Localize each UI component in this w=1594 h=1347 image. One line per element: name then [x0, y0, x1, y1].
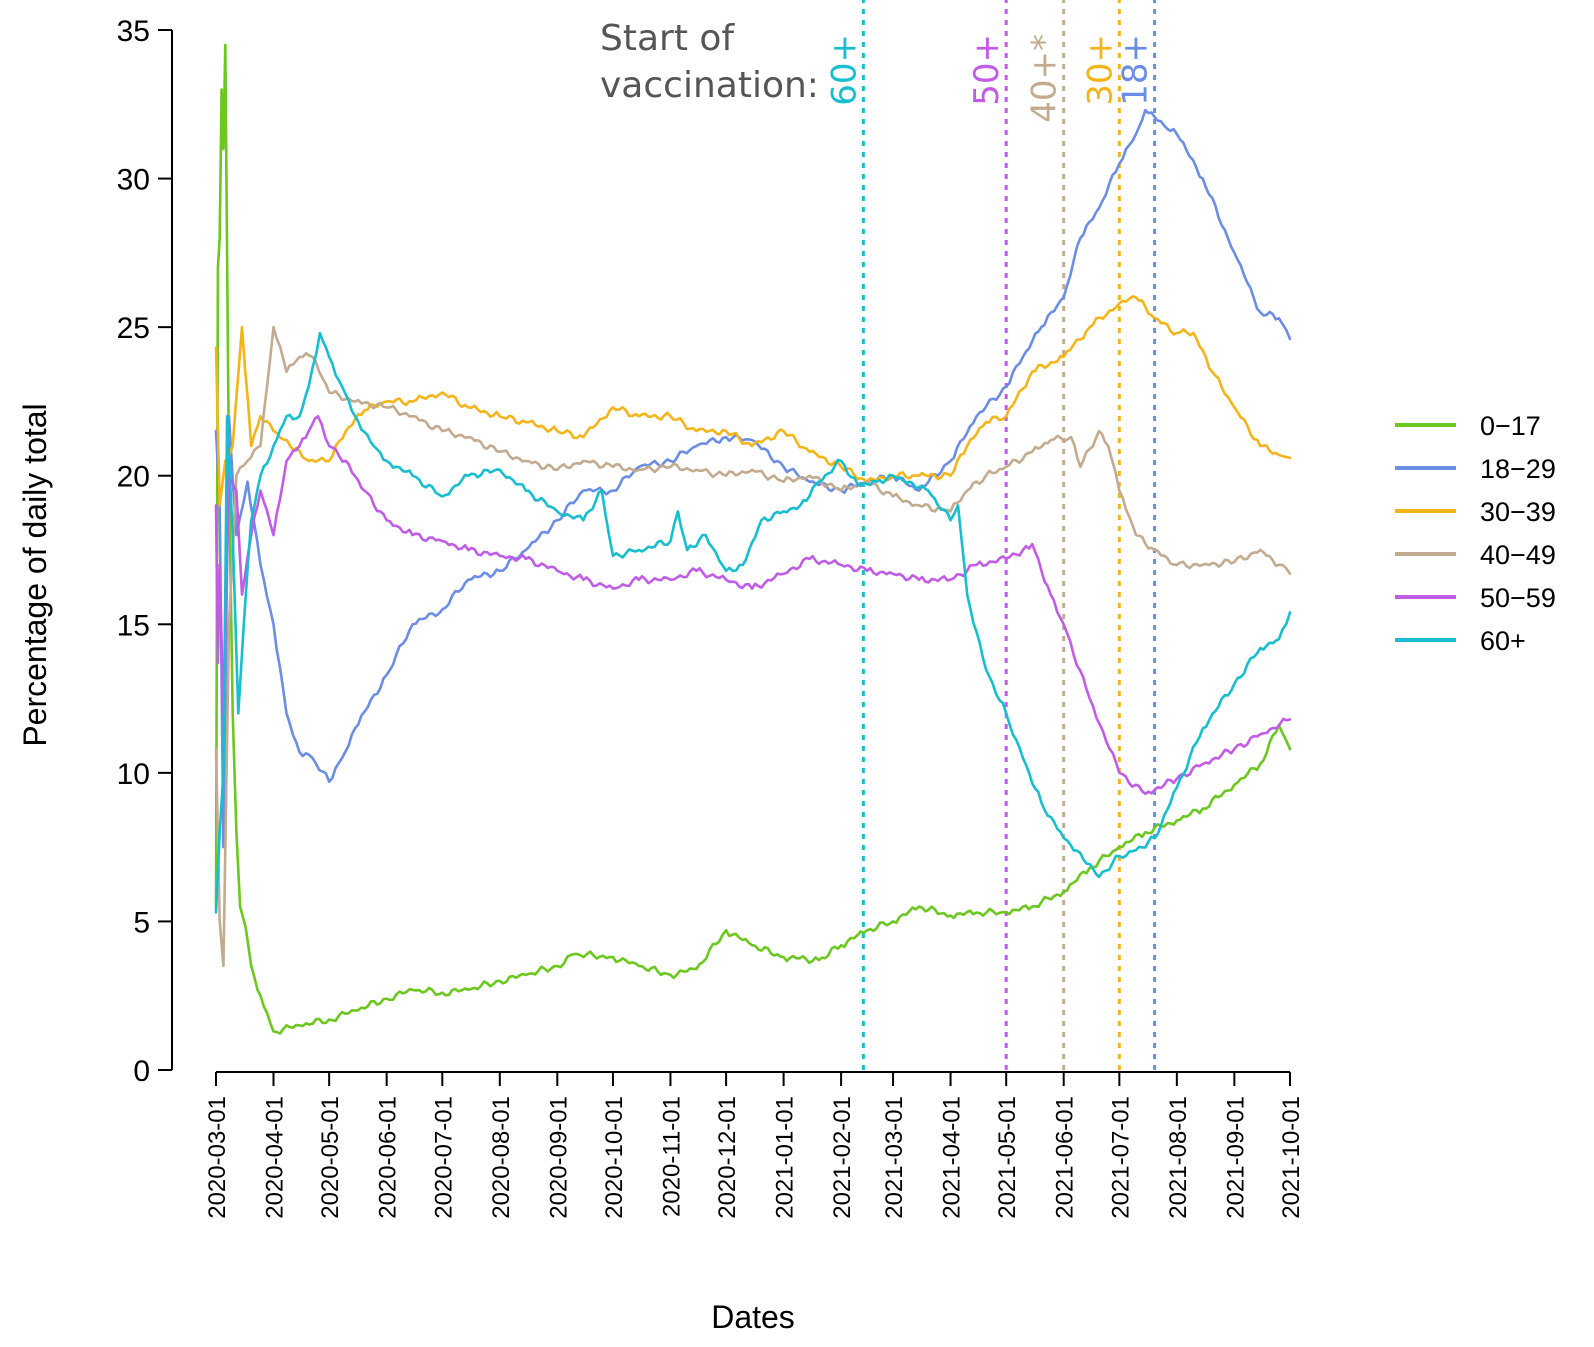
x-tick-label: 2021-07-01	[1107, 1096, 1134, 1219]
x-tick-label: 2020-03-01	[204, 1096, 231, 1219]
y-tick-label: 20	[117, 461, 150, 494]
legend-label: 40−49	[1480, 540, 1556, 570]
y-tick-label: 25	[117, 312, 150, 345]
vaccination-label: 50+	[967, 34, 1007, 106]
vaccination-markers: 60+ 50+ 40+* 30+18+	[824, 0, 1157, 1070]
x-tick-label: 2021-10-01	[1278, 1096, 1305, 1219]
legend-label: 30−39	[1480, 497, 1556, 527]
series-line	[214, 325, 1292, 968]
x-axis-title: Dates	[711, 1299, 795, 1335]
y-tick-label: 15	[117, 609, 150, 642]
vaccination-label: 60+	[824, 34, 864, 106]
series-line	[214, 295, 1292, 507]
series-line	[214, 331, 1292, 914]
vaccination-label: 30+	[1080, 34, 1120, 106]
x-tick-label: 2021-09-01	[1222, 1096, 1249, 1219]
x-tick-label: 2021-01-01	[772, 1096, 799, 1219]
legend-label: 18−29	[1480, 454, 1556, 484]
x-tick-label: 2021-03-01	[881, 1096, 908, 1219]
vaccination-title: Start of vaccination:	[600, 18, 819, 106]
series-line	[214, 43, 1292, 1035]
x-tick-label: 2020-09-01	[545, 1096, 572, 1219]
vaccination-title-line-2: vaccination:	[600, 65, 819, 106]
y-tick-label: 5	[133, 906, 150, 939]
x-tick-label: 2020-12-01	[714, 1096, 741, 1219]
y-tick-label: 10	[117, 758, 150, 791]
legend: 0−17 18−29 30−39 40−49 50−59 60+	[1395, 411, 1556, 656]
x-tick-label: 2020-08-01	[488, 1096, 515, 1219]
vaccination-label: 40+*	[1025, 34, 1065, 123]
x-tick-label: 2020-07-01	[430, 1096, 457, 1219]
x-tick-label: 2020-04-01	[262, 1096, 289, 1219]
x-tick-label: 2021-05-01	[994, 1096, 1021, 1219]
y-axis-ticks: 0 5 10 15 20 25 30 35	[117, 15, 172, 1088]
y-tick-label: 35	[117, 15, 150, 48]
x-tick-label: 2020-10-01	[601, 1096, 628, 1219]
x-tick-label: 2020-05-01	[317, 1096, 344, 1219]
x-tick-label: 2020-06-01	[375, 1096, 402, 1219]
series-lines	[214, 43, 1292, 1035]
y-tick-label: 0	[133, 1055, 150, 1088]
series-line	[214, 108, 1292, 849]
legend-label: 60+	[1480, 626, 1526, 656]
x-tick-label: 2021-04-01	[939, 1096, 966, 1219]
x-tick-label: 2021-02-01	[829, 1096, 856, 1219]
y-tick-label: 30	[117, 164, 150, 197]
legend-label: 0−17	[1480, 411, 1541, 441]
legend-label: 50−59	[1480, 583, 1556, 613]
y-axis-title: Percentage of daily total	[17, 403, 53, 746]
series-line	[214, 415, 1292, 795]
x-tick-label: 2020-11-01	[658, 1096, 685, 1217]
x-axis-ticks: 2020-03-01 2020-04-01 2020-05-01 2020-06-01…	[204, 1072, 1305, 1219]
x-tick-label: 2021-06-01	[1052, 1096, 1079, 1219]
vaccination-label: 18+	[1116, 34, 1156, 106]
x-tick-label: 2021-08-01	[1165, 1096, 1192, 1219]
vaccination-title-line-1: Start of	[600, 18, 735, 59]
